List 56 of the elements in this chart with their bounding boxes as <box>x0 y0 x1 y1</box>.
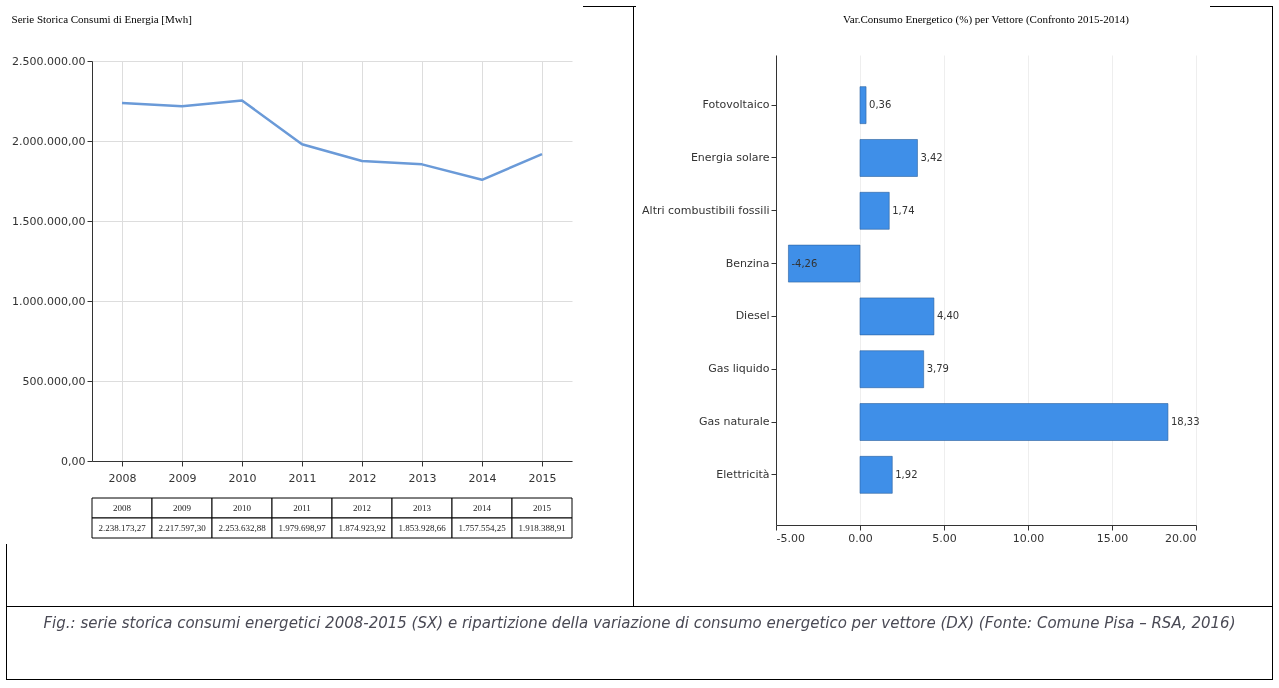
data-label: 0,36 <box>869 99 892 111</box>
y-tick-label: Gas naturale <box>698 415 770 429</box>
x-tick-label: 15.00 <box>1096 531 1129 545</box>
y-tick-label: Diesel <box>735 309 770 323</box>
x-tick-label: 2008 <box>108 471 137 485</box>
category-label: 2011 <box>293 503 311 513</box>
category-label: 2013 <box>413 503 431 513</box>
x-tick-label: 20.00 <box>1165 531 1197 545</box>
x-tick-label: 5.00 <box>932 531 957 545</box>
data-label: 2.238.173,27 <box>98 523 147 533</box>
y-tick-label: 1.000.000,00 <box>12 294 86 308</box>
data-label: 1,74 <box>892 204 915 216</box>
x-tick-label: 2009 <box>168 471 197 485</box>
data-label: 18,33 <box>1170 416 1200 428</box>
data-label: 4,40 <box>936 310 960 322</box>
category-label: 2015 <box>533 503 551 513</box>
x-tick-label: 10.00 <box>1012 531 1045 545</box>
chart-title: Serie Storica Consumi di Energia [Mwh] <box>11 13 192 25</box>
category-label: 2012 <box>353 503 371 513</box>
y-tick-label: 1.500.000,00 <box>12 214 86 228</box>
y-tick-label: Benzina <box>725 256 770 270</box>
y-tick-label: Altri combustibili fossili <box>642 203 770 217</box>
y-tick-label: 0,00 <box>61 454 86 468</box>
y-tick-label: Gas liquido <box>708 362 770 376</box>
y-tick-label: Energia solare <box>690 150 770 164</box>
x-tick-label: -5.00 <box>776 531 805 545</box>
chart-title: Var.Consumo Energetico (%) per Vettore (Confronto 2015-2014) <box>843 13 1130 26</box>
data-label: -4,26 <box>791 257 818 269</box>
y-tick-label: 500.000,00 <box>22 374 86 388</box>
data-label: 1.979.698,97 <box>278 523 327 533</box>
data-label: 1.757.554,25 <box>458 523 507 533</box>
x-tick-label: 0.00 <box>848 531 873 545</box>
category-label: 2008 <box>113 503 131 513</box>
data-label: 3,79 <box>926 363 949 375</box>
x-tick-label: 2015 <box>528 471 557 485</box>
x-tick-label: 2012 <box>348 471 377 485</box>
category-label: 2010 <box>233 503 251 513</box>
y-tick-label: 2.500.000.00 <box>12 54 86 68</box>
line-series <box>120 99 544 182</box>
data-label: 1.874.923,92 <box>338 523 386 533</box>
category-label: 2014 <box>473 503 491 513</box>
y-tick-label: 2.000.000,00 <box>12 134 86 148</box>
data-label: 1.853.928,66 <box>398 523 447 533</box>
data-label: 2.253.632,88 <box>218 523 267 533</box>
data-label: 1,92 <box>895 468 918 480</box>
category-label: 2009 <box>173 503 191 513</box>
y-tick-label: Fotovoltaico <box>702 98 770 112</box>
x-tick-label: 2010 <box>228 471 257 485</box>
x-tick-label: 2013 <box>408 471 437 485</box>
y-tick-label: Elettricità <box>716 467 770 481</box>
data-label: 1.918.388,91 <box>518 523 566 533</box>
data-label: 2.217.597,30 <box>158 523 207 533</box>
text: Fig.: serie storica consumi energetici 2008-2015 (SX) e ripartizione della variazione di consumo energetico per vettore (DX) (Fonte: Comune Pisa – RSA, 2016) <box>42 613 1237 633</box>
data-label: 3,42 <box>920 151 943 163</box>
x-tick-label: 2014 <box>468 471 497 485</box>
x-tick-label: 2011 <box>288 471 317 485</box>
